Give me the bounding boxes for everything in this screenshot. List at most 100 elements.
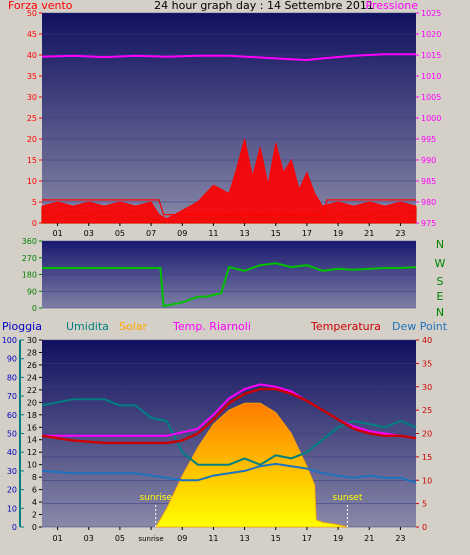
x-tick-label: 17 — [302, 534, 312, 543]
compass-labels: N W S E N — [435, 238, 446, 319]
temperature-tick-label: 15 — [422, 453, 432, 462]
pressure-tick-label: 985 — [421, 177, 436, 186]
wind-tick-label: 25 — [27, 114, 37, 123]
compass-n-bottom: N — [436, 306, 444, 319]
humidity-tick-label: 8 — [32, 473, 37, 482]
lower-legend: Pioggia Umidita Solar Temp. Riarnoli Tem… — [2, 320, 448, 333]
rain-tick-label: 40 — [7, 448, 17, 457]
x-tick-label: 21 — [364, 229, 374, 238]
direction-tick-label: 180 — [22, 271, 37, 280]
compass-s: S — [437, 275, 444, 288]
rain-tick-label: 20 — [7, 486, 17, 495]
wind-y-axis: 0 5 10 15 20 25 30 35 40 45 50 — [27, 9, 42, 228]
pressure-axis-title: Pressione — [366, 0, 419, 12]
humidity-tick-label: 30 — [27, 336, 37, 345]
direction-tick-label: 90 — [27, 287, 37, 296]
chart-title: 24 hour graph day : 14 Settembre 2011 — [154, 0, 374, 12]
wind-tick-label: 40 — [27, 51, 37, 60]
humidity-line — [41, 398, 417, 466]
temperature-tick-label: 35 — [422, 359, 432, 368]
legend-dew-point: Dew Point — [392, 320, 448, 333]
wind-direction-y-axis: 0 90 180 270 360 — [22, 237, 42, 313]
pressure-tick-label: 1015 — [421, 51, 441, 60]
temperature-tick-label: 5 — [422, 500, 427, 509]
rain-tick-label: 60 — [7, 411, 17, 420]
wind-tick-label: 15 — [27, 156, 37, 165]
temperature-tick-label: 0 — [422, 523, 427, 532]
rain-tick-label: 90 — [7, 355, 17, 364]
humidity-tick-label: 4 — [32, 498, 37, 507]
x-tick-label: 23 — [395, 534, 405, 543]
legend-rain: Pioggia — [2, 320, 42, 333]
x-tick-label: 23 — [395, 229, 405, 238]
compass-w: W — [435, 257, 446, 270]
temp-riarnoli-line — [42, 383, 417, 440]
temperature-y-axis: 0 5 10 15 20 25 30 35 40 — [416, 336, 432, 532]
x-tick-label: 09 — [177, 229, 187, 238]
dew-point-line — [41, 462, 417, 484]
wind-tick-label: 0 — [32, 219, 37, 228]
direction-tick-label: 0 — [32, 304, 37, 313]
x-tick-label: 09 — [177, 534, 187, 543]
pressure-tick-label: 1010 — [421, 72, 441, 81]
x-tick-label: sunrise — [138, 535, 163, 543]
rain-tick-label: 10 — [7, 504, 17, 513]
x-tick-label: 11 — [208, 534, 218, 543]
temperature-tick-label: 10 — [422, 476, 432, 485]
sunrise-label: sunrise — [139, 493, 172, 503]
pressure-line — [41, 53, 416, 62]
x-tick-label: 13 — [239, 534, 249, 543]
pressure-tick-label: 1005 — [421, 93, 441, 102]
rain-tick-label: 30 — [7, 467, 17, 476]
rain-tick-label: 100 — [2, 336, 17, 345]
wind-tick-label: 30 — [27, 93, 37, 102]
x-tick-label: 03 — [84, 229, 94, 238]
humidity-tick-label: 26 — [27, 361, 37, 370]
wind-tick-label: 45 — [27, 30, 37, 39]
rain-tick-label: 50 — [7, 430, 17, 439]
pressure-tick-label: 1000 — [421, 114, 441, 123]
compass-e: E — [437, 290, 444, 303]
legend-humidity: Umidita — [66, 320, 109, 333]
rain-tick-label: 80 — [7, 373, 17, 382]
x-tick-label: 05 — [115, 534, 125, 543]
temperature-x-axis: 01 03 05 sunrise 09 11 13 15 17 19 21 23 — [52, 527, 406, 543]
pressure-series — [41, 53, 416, 62]
pressure-tick-label: 1025 — [421, 9, 441, 18]
temperature-tick-label: 25 — [422, 406, 432, 415]
humidity-tick-label: 10 — [27, 461, 37, 470]
direction-tick-label: 270 — [22, 254, 37, 263]
temp-riarnoli-series — [42, 383, 417, 440]
wind-direction-panel: 0 90 180 270 360 N W S E N — [22, 237, 446, 319]
wind-pressure-x-axis: 01 03 05 07 09 11 13 15 17 19 21 23 — [52, 223, 406, 238]
pressure-tick-label: 975 — [421, 219, 436, 228]
wind-tick-label: 50 — [27, 9, 37, 18]
rain-y-axis: 0 10 20 30 40 50 60 70 80 90 100 — [2, 336, 24, 532]
x-tick-label: 07 — [146, 229, 156, 238]
humidity-tick-label: 2 — [32, 511, 37, 520]
x-tick-label: 03 — [84, 534, 94, 543]
wind-tick-label: 35 — [27, 72, 37, 81]
wind-tick-label: 10 — [27, 177, 37, 186]
wind-speed-line — [41, 138, 417, 224]
wind-gust-line — [42, 199, 416, 216]
humidity-tick-label: 18 — [27, 411, 37, 420]
humidity-tick-label: 24 — [27, 373, 37, 382]
x-tick-label: 01 — [52, 229, 62, 238]
humidity-tick-label: 16 — [27, 423, 37, 432]
humidity-tick-label: 28 — [27, 348, 37, 357]
x-tick-label: 21 — [364, 534, 374, 543]
legend-temperature: Temperatura — [310, 320, 381, 333]
pressure-tick-label: 990 — [421, 156, 436, 165]
humidity-tick-label: 12 — [27, 448, 37, 457]
temperature-tick-label: 20 — [422, 430, 432, 439]
x-tick-label: 19 — [333, 229, 343, 238]
temperature-tick-label: 30 — [422, 383, 432, 392]
x-tick-label: 13 — [239, 229, 249, 238]
wind-direction-line — [42, 262, 417, 308]
wind-axis-title: Forza vento — [8, 0, 73, 12]
humidity-tick-label: 22 — [27, 386, 37, 395]
wind-direction-series — [42, 262, 417, 308]
